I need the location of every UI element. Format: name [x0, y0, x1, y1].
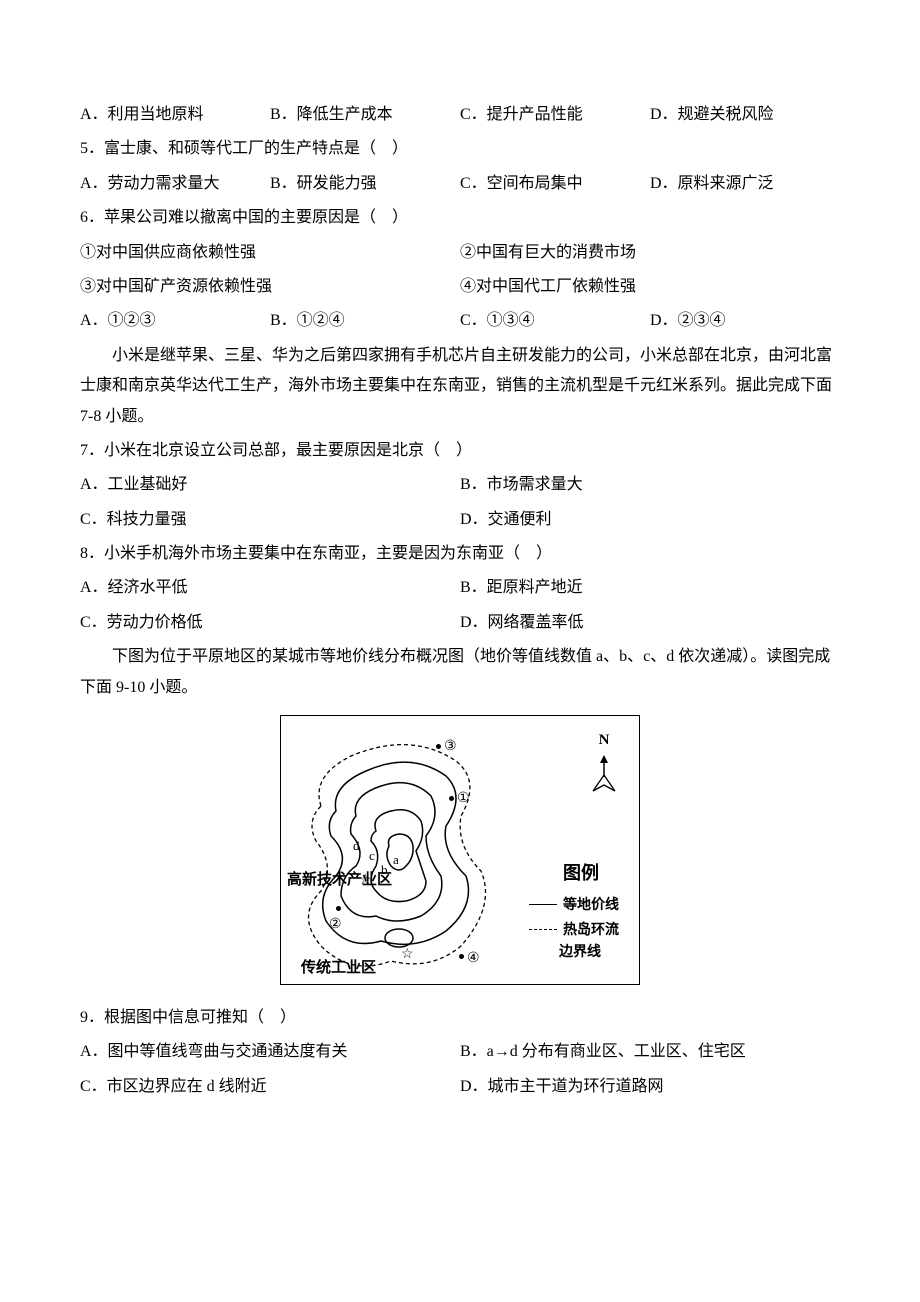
- legend-dash-line-icon: [529, 929, 557, 930]
- q7-options-row1: A．工业基础好 B．市场需求量大: [80, 470, 840, 500]
- q8-opt-c: C．劳动力价格低: [80, 608, 460, 638]
- compass-north-label: N: [589, 726, 619, 755]
- legend-dash-row2: 边界线: [559, 938, 601, 965]
- q6-opt-a: A．①②③: [80, 306, 270, 336]
- q5-opt-c: C．空间布局集中: [460, 169, 650, 199]
- q7-opt-a: A．工业基础好: [80, 470, 460, 500]
- passage-7-8: 小米是继苹果、三星、华为之后第四家拥有手机芯片自主研发能力的公司，小米总部在北京…: [80, 341, 840, 432]
- legend-solid-row: 等地价线: [529, 891, 619, 918]
- legend-title: 图例: [563, 856, 599, 890]
- q8-options-row2: C．劳动力价格低 D．网络覆盖率低: [80, 608, 840, 638]
- legend-dash-label2: 边界线: [559, 938, 601, 965]
- q8-options-row1: A．经济水平低 B．距原料产地近: [80, 573, 840, 603]
- label-c: c: [369, 844, 375, 869]
- q7-opt-d: D．交通便利: [460, 505, 840, 535]
- point-4-dot: [459, 954, 464, 959]
- point-2-label: ②: [329, 912, 342, 939]
- zone-hightech: 高新技术产业区: [287, 866, 392, 895]
- passage-9-10: 下图为位于平原地区的某城市等地价线分布概况图（地价等值线数值 a、b、c、d 依…: [80, 642, 840, 703]
- q4-opt-b: B．降低生产成本: [270, 100, 460, 130]
- q7-opt-b: B．市场需求量大: [460, 470, 840, 500]
- label-d: d: [353, 834, 360, 859]
- zone-traditional: 传统工业区: [301, 954, 376, 983]
- star-traditional: ☆: [401, 948, 414, 962]
- q6-options: A．①②③ B．①②④ C．①③④ D．②③④: [80, 306, 840, 336]
- label-a: a: [393, 848, 399, 873]
- point-1-label: ①: [457, 786, 470, 813]
- compass-icon: N: [589, 726, 619, 776]
- legend-solid-label: 等地价线: [563, 891, 619, 918]
- q9-options-row2: C．市区边界应在 d 线附近 D．城市主干道为环行道路网: [80, 1072, 840, 1102]
- q9-options-row1: A．图中等值线弯曲与交通通达度有关 B．a→d 分布有商业区、工业区、住宅区: [80, 1037, 840, 1067]
- q6-stmt-2: ②中国有巨大的消费市场: [460, 238, 840, 268]
- q8-opt-d: D．网络覆盖率低: [460, 608, 840, 638]
- q9-opt-d: D．城市主干道为环行道路网: [460, 1072, 840, 1102]
- q5-opt-d: D．原料来源广泛: [650, 169, 840, 199]
- q4-opt-a: A．利用当地原料: [80, 100, 270, 130]
- q6-opt-b: B．①②④: [270, 306, 460, 336]
- land-price-map: N ① ② ③ ④ a b c d 高新技术产业区 ☆ 传统工业区 ☆ 图例: [280, 715, 640, 985]
- q6-stem: 6．苹果公司难以撤离中国的主要原因是（ ）: [80, 203, 840, 233]
- q6-opt-c: C．①③④: [460, 306, 650, 336]
- q8-opt-a: A．经济水平低: [80, 573, 460, 603]
- q9-stem: 9．根据图中信息可推知（ ）: [80, 1003, 840, 1033]
- q7-opt-c: C．科技力量强: [80, 505, 460, 535]
- point-1-dot: [449, 796, 454, 801]
- q6-stmts-row2: ③对中国矿产资源依赖性强 ④对中国代工厂依赖性强: [80, 272, 840, 302]
- point-3-dot: [436, 744, 441, 749]
- q5-opt-b: B．研发能力强: [270, 169, 460, 199]
- q9-opt-c: C．市区边界应在 d 线附近: [80, 1072, 460, 1102]
- star-hightech: ☆: [359, 874, 372, 888]
- point-4-label: ④: [467, 946, 480, 973]
- q7-stem: 7．小米在北京设立公司总部，最主要原因是北京（ ）: [80, 436, 840, 466]
- q5-options: A．劳动力需求量大 B．研发能力强 C．空间布局集中 D．原料来源广泛: [80, 169, 840, 199]
- q8-opt-b: B．距原料产地近: [460, 573, 840, 603]
- q6-stmt-3: ③对中国矿产资源依赖性强: [80, 272, 460, 302]
- q6-stmt-1: ①对中国供应商依赖性强: [80, 238, 460, 268]
- q9-opt-a: A．图中等值线弯曲与交通通达度有关: [80, 1037, 460, 1067]
- point-2-dot: [336, 906, 341, 911]
- q4-options: A．利用当地原料 B．降低生产成本 C．提升产品性能 D．规避关税风险: [80, 100, 840, 130]
- contour-a: [387, 834, 413, 870]
- legend-solid-line-icon: [529, 904, 557, 905]
- q9-opt-b: B．a→d 分布有商业区、工业区、住宅区: [460, 1037, 840, 1067]
- figure-container: N ① ② ③ ④ a b c d 高新技术产业区 ☆ 传统工业区 ☆ 图例: [80, 715, 840, 985]
- q5-stem: 5．富士康、和硕等代工厂的生产特点是（ ）: [80, 134, 840, 164]
- point-3-label: ③: [444, 734, 457, 761]
- q6-stmt-4: ④对中国代工厂依赖性强: [460, 272, 840, 302]
- q4-opt-d: D．规避关税风险: [650, 100, 840, 130]
- q6-stmts-row1: ①对中国供应商依赖性强 ②中国有巨大的消费市场: [80, 238, 840, 268]
- q6-opt-d: D．②③④: [650, 306, 840, 336]
- q4-opt-c: C．提升产品性能: [460, 100, 650, 130]
- q8-stem: 8．小米手机海外市场主要集中在东南亚，主要是因为东南亚（ ）: [80, 539, 840, 569]
- q7-options-row2: C．科技力量强 D．交通便利: [80, 505, 840, 535]
- q5-opt-a: A．劳动力需求量大: [80, 169, 270, 199]
